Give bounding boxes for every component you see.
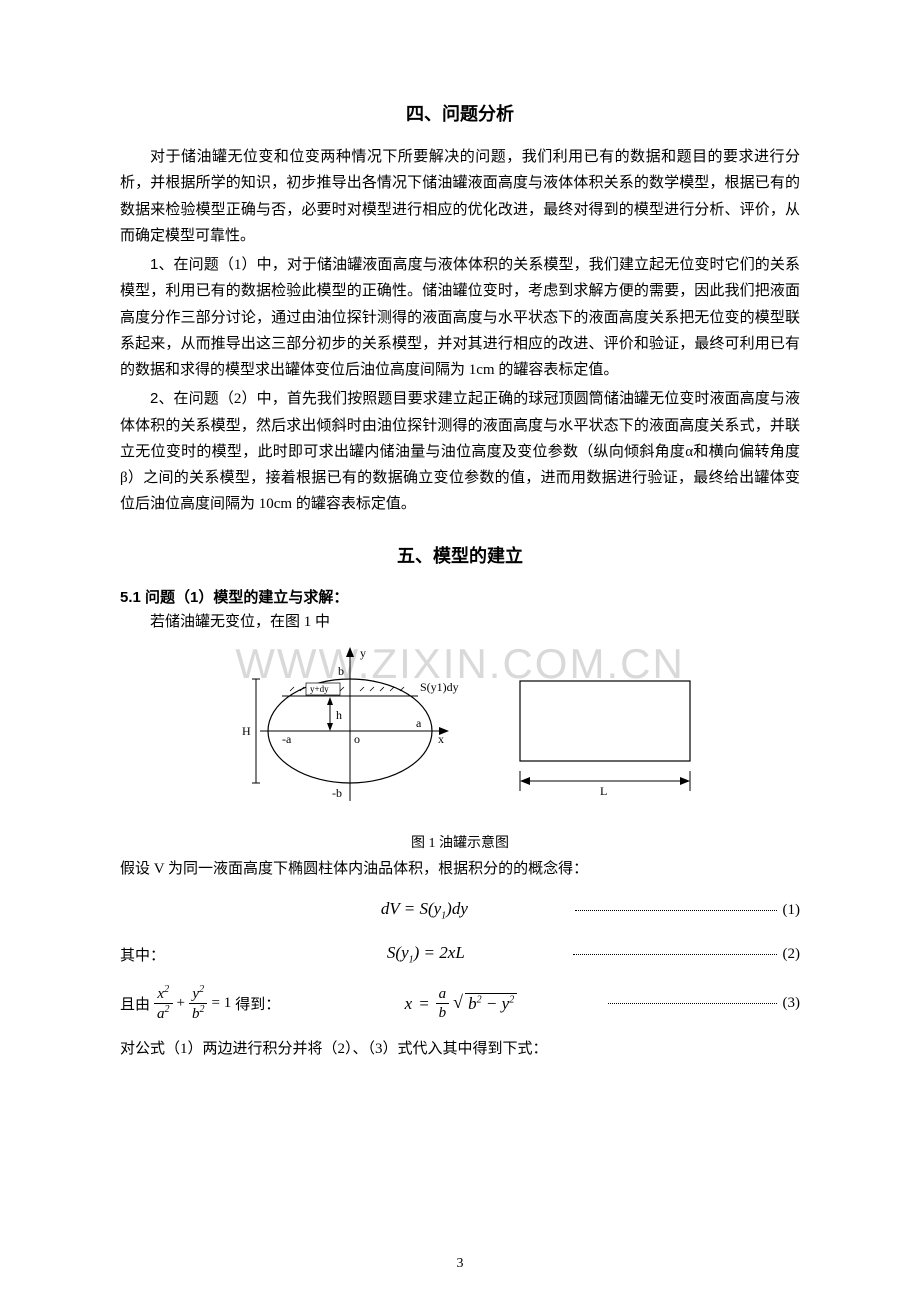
eq3-num: (3): [783, 995, 801, 1012]
label-x: x: [438, 732, 444, 746]
p3-body: 在问题（2）中，首先我们按照题目要求建立起正确的球冠顶圆筒储油罐无位变时液面高度…: [120, 391, 800, 512]
eq3-lead: 且由: [120, 993, 150, 1014]
eq2-expr: S(y1) = 2xL: [285, 943, 567, 965]
figure-1-svg: y x: [220, 641, 700, 821]
label-s: S(y1)dy: [420, 680, 459, 694]
page-number: 3: [0, 1256, 920, 1272]
section4-p3: 2、在问题（2）中，首先我们按照题目要求建立起正确的球冠顶圆筒储油罐无位变时液面…: [120, 386, 800, 517]
label-nb: -b: [332, 786, 342, 800]
eq3-frac1: x2 a2: [154, 984, 173, 1023]
p2-lead: 1、: [150, 256, 174, 273]
after-figure-text: 假设 V 为同一液面高度下椭圆柱体内油品体积，根据积分的的概念得：: [120, 856, 800, 884]
label-na: -a: [282, 732, 292, 746]
eq3-expr: x = a b b2 − y2: [320, 985, 601, 1022]
label-ydy: y+dy: [310, 684, 329, 694]
eq2-lead: 其中：: [120, 944, 165, 965]
eq3-frac2: y2 b2: [189, 984, 208, 1023]
eq1-num: (1): [783, 902, 801, 919]
equation-1: dV = S(y1)dy (1): [120, 894, 800, 928]
equation-2: 其中： S(y1) = 2xL (2): [120, 938, 800, 972]
figure-1: y x: [120, 641, 800, 826]
section4-p2: 1、在问题（1）中，对于储油罐液面高度与液体体积的关系模型，我们建立起无位变时它…: [120, 252, 800, 383]
label-H: H: [242, 724, 251, 738]
eq2-num: (2): [783, 946, 801, 963]
label-L: L: [600, 784, 607, 798]
label-y: y: [360, 646, 366, 660]
label-h: h: [336, 708, 342, 722]
eq1-expr: dV = S(y1)dy: [280, 899, 569, 921]
section4-p1: 对于储油罐无位变和位变两种情况下所要解决的问题，我们利用已有的数据和题目的要求进…: [120, 144, 800, 249]
equation-3: 且由 x2 a2 + y2 b2 = 1 得到： x = a b: [120, 982, 800, 1026]
label-b: b: [338, 664, 344, 678]
section5-title: 五、模型的建立: [120, 542, 800, 568]
eq3-mid: 得到：: [235, 993, 280, 1014]
subsection-5-1: 5.1 问题（1）模型的建立与求解：: [120, 586, 800, 607]
p2-body: 在问题（1）中，对于储油罐液面高度与液体体积的关系模型，我们建立起无位变时它们的…: [120, 257, 800, 378]
line-noshift: 若储油罐无变位，在图 1 中: [120, 609, 800, 635]
label-o: o: [354, 732, 360, 746]
section4-title: 四、问题分析: [120, 100, 800, 126]
label-a: a: [416, 716, 422, 730]
figure-1-caption: 图 1 油罐示意图: [120, 832, 800, 852]
p3-lead: 2、: [150, 390, 174, 407]
after-eq-text: 对公式（1）两边进行积分并将（2）、（3）式代入其中得到下式：: [120, 1036, 800, 1064]
